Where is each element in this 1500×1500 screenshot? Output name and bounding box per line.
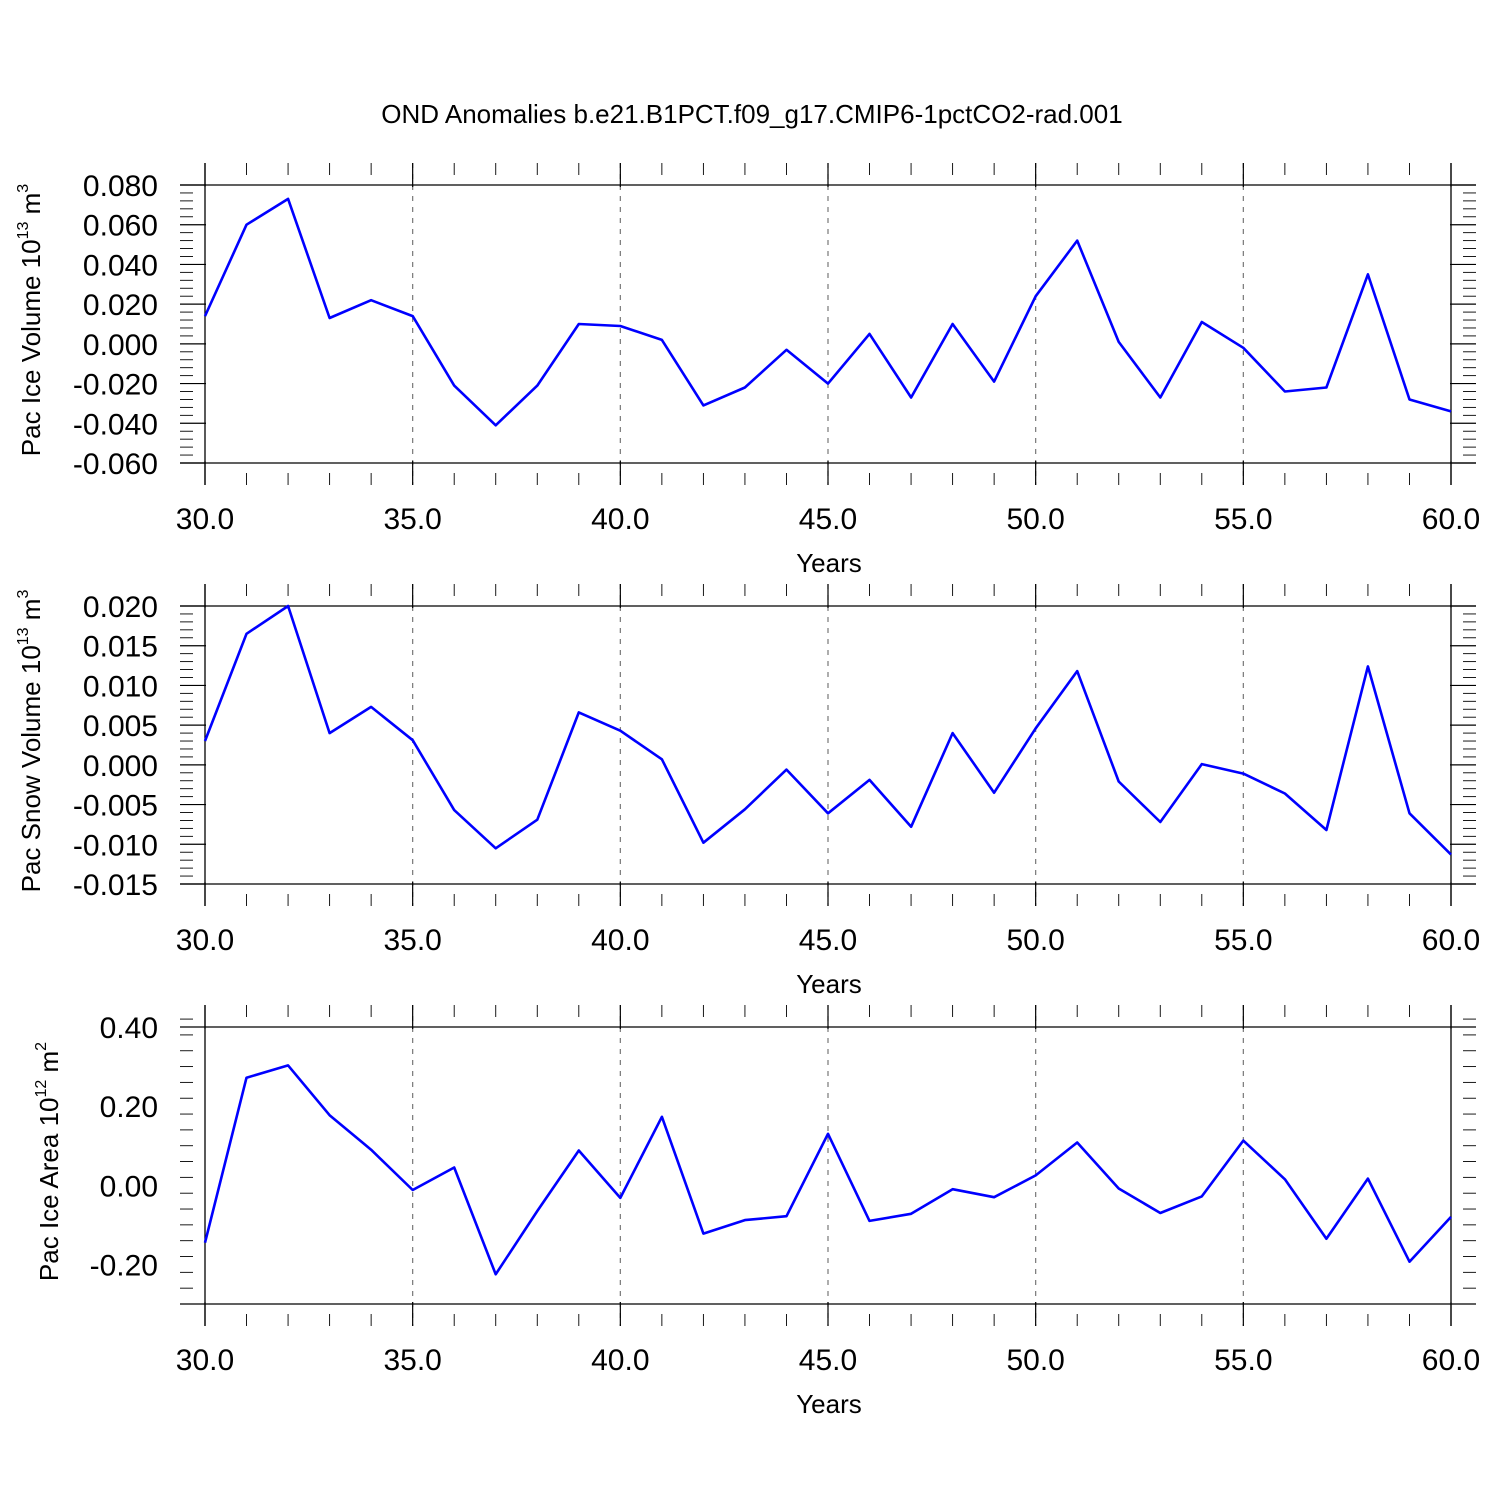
y-tick-label: 0.40 xyxy=(100,1012,158,1045)
y-axis-label-text: Pac Ice Area 10 xyxy=(34,1098,64,1282)
x-tick-label: 30.0 xyxy=(176,503,234,536)
x-tick-label: 45.0 xyxy=(799,924,857,957)
y-tick-label: 0.005 xyxy=(83,710,158,743)
y-tick-label: -0.060 xyxy=(73,448,158,481)
x-axis-label: Years xyxy=(796,1389,862,1419)
panels: 30.0 35.0 40.0 45.0 50.0 55.0 60.0 Years 0.080 0.… xyxy=(15,163,1480,1419)
y-tick-label: 0.020 xyxy=(83,289,158,322)
series-line xyxy=(203,197,1452,427)
y-axis-label-unit-exponent: 3 xyxy=(15,184,32,193)
x-tick-label: 60.0 xyxy=(1422,1344,1480,1377)
x-tick-label: 45.0 xyxy=(799,1344,857,1377)
figure-title: OND Anomalies b.e21.B1PCT.f09_g17.CMIP6-… xyxy=(381,99,1122,129)
y-tick-label: 0.040 xyxy=(83,249,158,282)
y-tick-label: -0.20 xyxy=(90,1249,158,1282)
x-tick-label: 40.0 xyxy=(591,924,649,957)
y-tick-label: 0.020 xyxy=(83,591,158,624)
y-tick-label: -0.040 xyxy=(73,408,158,441)
x-tick-label: 30.0 xyxy=(176,924,234,957)
y-axis-label-text: Pac Snow Volume 10 xyxy=(16,645,46,892)
x-tick-label: 40.0 xyxy=(591,503,649,536)
x-tick-label: 55.0 xyxy=(1214,924,1272,957)
y-axis-label-unit: m xyxy=(34,1051,64,1080)
y-tick-label: 0.000 xyxy=(83,750,158,783)
y-axis-label-unit: m xyxy=(16,599,46,628)
x-tick-label: 30.0 xyxy=(176,1344,234,1377)
x-tick-label: 45.0 xyxy=(799,503,857,536)
y-tick-label: 0.00 xyxy=(100,1170,158,1203)
x-axis-label: Years xyxy=(796,969,862,999)
y-tick-label: -0.010 xyxy=(73,829,158,862)
x-tick-label: 35.0 xyxy=(383,1344,441,1377)
y-tick-label: 0.000 xyxy=(83,329,158,362)
y-axis-label-exponent: 12 xyxy=(33,1080,50,1098)
y-tick-label: -0.020 xyxy=(73,369,158,402)
x-tick-label: 50.0 xyxy=(1006,1344,1064,1377)
y-tick-label: 0.20 xyxy=(100,1091,158,1124)
x-tick-label: 35.0 xyxy=(383,503,441,536)
x-tick-label: 35.0 xyxy=(383,924,441,957)
x-tick-label: 60.0 xyxy=(1422,924,1480,957)
x-tick-label: 40.0 xyxy=(591,1344,649,1377)
x-tick-label: 55.0 xyxy=(1214,1344,1272,1377)
y-axis-label: Pac Ice Volume 1013 m3 xyxy=(15,184,46,457)
y-axis-label: Pac Snow Volume 1013 m3 xyxy=(15,590,46,893)
panel-2: 30.0 35.0 40.0 45.0 50.0 55.0 60.0 Years 0.020 0.… xyxy=(15,584,1480,999)
y-axis-label-unit-exponent: 3 xyxy=(15,590,32,599)
y-axis-label-unit-exponent: 2 xyxy=(33,1042,50,1051)
y-axis-label-exponent: 13 xyxy=(15,221,32,239)
y-tick-label: 0.015 xyxy=(83,631,158,664)
y-tick-label: -0.015 xyxy=(73,869,158,902)
y-tick-label: 0.080 xyxy=(83,170,158,203)
y-axis-label-unit: m xyxy=(16,193,46,222)
panel-1: 30.0 35.0 40.0 45.0 50.0 55.0 60.0 Years 0.080 0.… xyxy=(15,163,1480,578)
series-line xyxy=(203,1064,1452,1276)
x-tick-label: 60.0 xyxy=(1422,503,1480,536)
y-axis-label: Pac Ice Area 1012 m2 xyxy=(33,1042,64,1281)
x-tick-label: 50.0 xyxy=(1006,503,1064,536)
y-tick-label: 0.010 xyxy=(83,670,158,703)
y-axis-label-text: Pac Ice Volume 10 xyxy=(16,239,46,456)
y-tick-label: -0.005 xyxy=(73,790,158,823)
x-axis-label: Years xyxy=(796,548,862,578)
x-tick-label: 55.0 xyxy=(1214,503,1272,536)
series-line xyxy=(203,604,1452,856)
x-tick-label: 50.0 xyxy=(1006,924,1064,957)
y-axis-label-exponent: 13 xyxy=(15,627,32,645)
panel-3: 30.0 35.0 40.0 45.0 50.0 55.0 60.0 Years 0.40 0.2… xyxy=(33,1005,1480,1419)
y-tick-label: 0.060 xyxy=(83,210,158,243)
